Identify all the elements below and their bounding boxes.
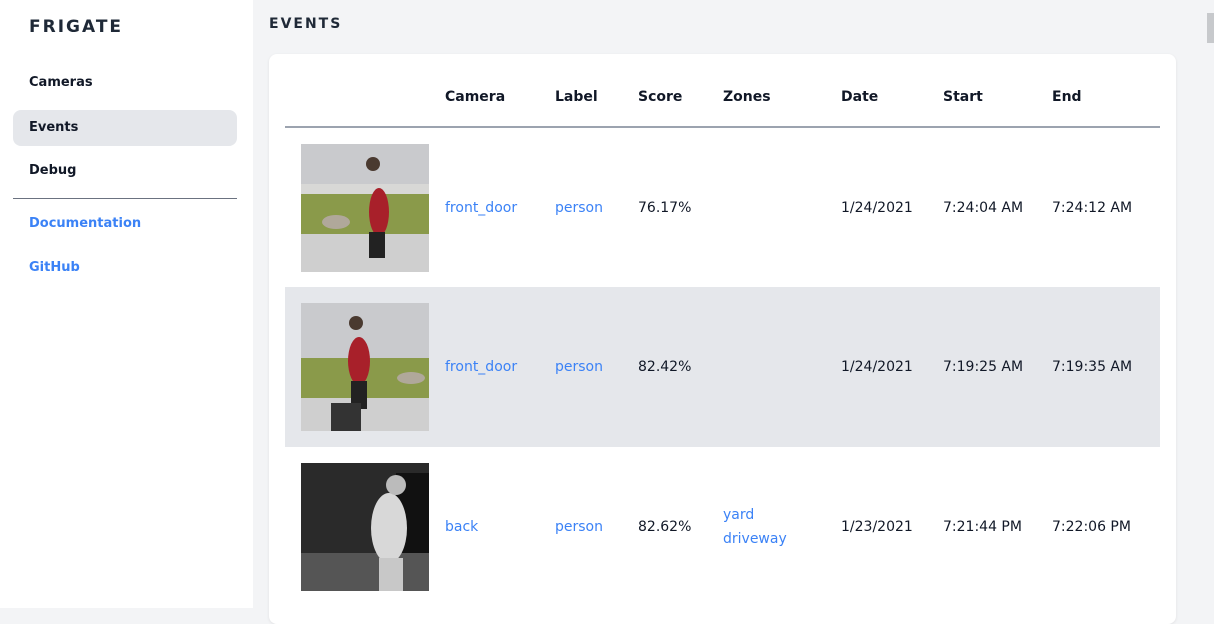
link-github[interactable]: GitHub — [29, 260, 80, 275]
table-row[interactable]: back person 82.62% yard driveway 1/23/202… — [285, 447, 1160, 607]
table-header: Camera Label Score Zones Date Start End — [285, 54, 1160, 128]
header-score: Score — [638, 54, 723, 128]
zones: yard driveway — [723, 447, 841, 607]
sidebar-item-debug[interactable]: Debug — [29, 163, 77, 178]
sidebar-divider — [13, 198, 237, 199]
scrollbar-thumb[interactable] — [1207, 13, 1214, 43]
date: 1/23/2021 — [841, 519, 913, 535]
label-link[interactable]: person — [555, 519, 603, 535]
camera-link[interactable]: front_door — [445, 287, 555, 447]
zone-link[interactable]: yard — [723, 507, 755, 523]
sidebar-item-cameras[interactable]: Cameras — [29, 75, 93, 90]
header-end: End — [1052, 54, 1160, 128]
end-time: 7:22:06 PM — [1052, 519, 1131, 535]
start-time: 7:21:44 PM — [943, 519, 1022, 535]
sidebar: FRIGATE Cameras Events Debug Documentati… — [0, 0, 253, 608]
start-time: 7:24:04 AM — [943, 199, 1024, 216]
start-time: 7:19:25 AM — [943, 287, 1052, 447]
events-table: Camera Label Score Zones Date Start End … — [285, 54, 1160, 607]
zones — [723, 127, 841, 287]
event-thumbnail[interactable] — [301, 463, 429, 591]
camera-link[interactable]: back — [445, 519, 479, 535]
label-link[interactable]: person — [555, 287, 638, 447]
date: 1/24/2021 — [841, 199, 913, 216]
zone-link[interactable]: driveway — [723, 531, 787, 547]
header-camera: Camera — [445, 54, 555, 128]
score: 82.42% — [638, 287, 723, 447]
end-time: 7:19:35 AM — [1052, 287, 1160, 447]
page-title: EVENTS — [269, 16, 343, 32]
header-label: Label — [555, 54, 638, 128]
brand-logo: FRIGATE — [29, 17, 124, 37]
event-thumbnail[interactable] — [301, 303, 429, 431]
score: 82.62% — [638, 519, 692, 535]
header-thumbnail — [285, 54, 445, 128]
date: 1/24/2021 — [841, 287, 943, 447]
header-zones: Zones — [723, 54, 841, 128]
score: 76.17% — [638, 199, 692, 216]
scrollbar[interactable] — [1206, 0, 1214, 608]
label-link[interactable]: person — [555, 199, 603, 216]
zones — [723, 287, 841, 447]
end-time: 7:24:12 AM — [1052, 199, 1133, 216]
table-row[interactable]: front_door person 82.42% 1/24/2021 7:19:… — [285, 287, 1160, 447]
header-start: Start — [943, 54, 1052, 128]
sidebar-item-events[interactable]: Events — [13, 110, 237, 146]
event-thumbnail[interactable] — [301, 143, 429, 272]
camera-link[interactable]: front_door — [445, 199, 518, 216]
header-date: Date — [841, 54, 943, 128]
events-card: Camera Label Score Zones Date Start End … — [269, 54, 1176, 624]
table-row[interactable]: front_door person 76.17% 1/24/2021 7:24:… — [285, 127, 1160, 287]
link-documentation[interactable]: Documentation — [29, 216, 142, 231]
